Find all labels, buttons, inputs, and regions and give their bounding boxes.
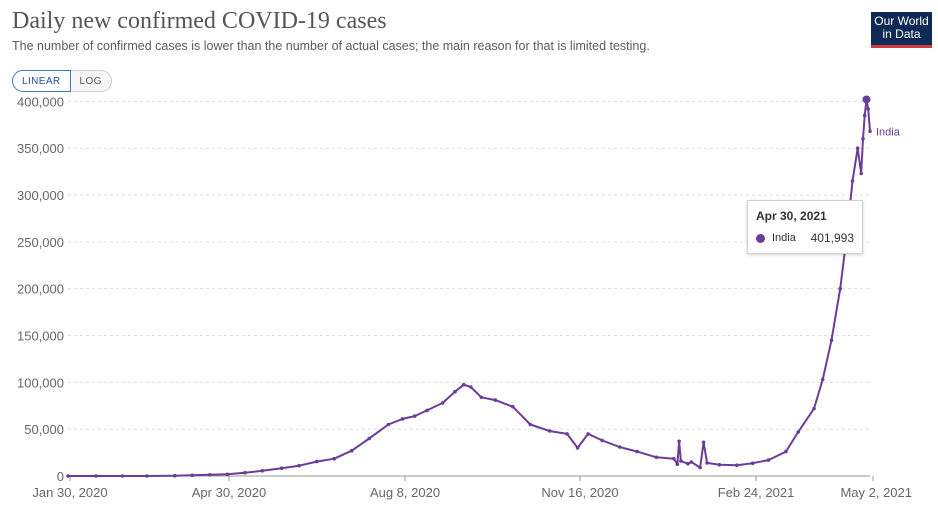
data-point [279, 466, 284, 471]
data-point [838, 286, 842, 291]
tooltip-value: 401,993 [810, 231, 854, 245]
scale-toggle: LINEAR LOG [12, 70, 112, 92]
data-point [412, 414, 417, 418]
data-point [479, 395, 484, 400]
series-end-label: India [876, 126, 901, 138]
data-point [332, 456, 337, 461]
x-axis: Jan 30, 2020 Apr 30, 2020 Aug 8, 2020 Nov 1… [32, 475, 912, 500]
data-point [461, 382, 466, 387]
data-point [173, 473, 177, 478]
data-point [686, 462, 690, 466]
log-scale-button[interactable]: LOG [70, 70, 112, 92]
data-point [586, 432, 590, 436]
data-point [511, 404, 515, 409]
data-point [698, 465, 702, 470]
y-tick-label: 250,000 [17, 235, 64, 250]
y-tick-label: 300,000 [17, 188, 64, 203]
data-point [862, 113, 867, 118]
x-tick-label: Apr 30, 2020 [192, 485, 266, 500]
y-tick-label: 0 [57, 469, 64, 484]
chart-subtitle: The number of confirmed cases is lower t… [12, 39, 650, 53]
data-point [617, 445, 622, 449]
logo-line-1: Our World [874, 14, 929, 28]
data-point [654, 455, 659, 460]
data-point [314, 459, 319, 464]
x-tick-label: Jan 30, 2020 [32, 485, 107, 500]
highlight-point[interactable] [862, 95, 871, 104]
end-label-india: India [876, 126, 901, 138]
data-point [260, 469, 265, 473]
x-tick-label: Aug 8, 2020 [370, 485, 440, 500]
data-point [766, 458, 771, 462]
owid-logo[interactable]: Our World in Data [871, 12, 932, 48]
data-point [735, 463, 739, 468]
y-axis-tick-labels: 0 50,000 100,000 150,000 200,000 250,000 300,0… [17, 94, 64, 484]
y-tick-label: 200,000 [17, 282, 64, 297]
y-tick-label: 400,000 [17, 94, 64, 109]
y-tick-label: 150,000 [17, 329, 64, 344]
y-tick-label: 100,000 [17, 375, 64, 390]
data-point [400, 417, 405, 421]
data-point [440, 401, 445, 405]
data-point [866, 107, 870, 111]
data-point [349, 448, 354, 453]
data-point [145, 474, 149, 478]
data-point [297, 463, 301, 468]
tooltip-date: Apr 30, 2021 [756, 209, 827, 223]
data-point [243, 470, 247, 475]
linear-scale-button[interactable]: LINEAR [12, 70, 71, 92]
data-point [812, 406, 816, 411]
data-point [453, 389, 457, 394]
data-point [677, 439, 681, 444]
y-tick-label: 50,000 [24, 422, 64, 437]
data-point [425, 408, 429, 413]
y-gridlines [68, 100, 870, 430]
data-point [675, 462, 680, 467]
x-tick-label: May 2, 2021 [840, 485, 912, 500]
data-point [635, 449, 639, 454]
data-point [565, 432, 569, 436]
chart-title: Daily new confirmed COVID-19 cases [12, 8, 387, 34]
tooltip: Apr 30, 2021 India 401,993 [747, 200, 863, 254]
data-point [705, 461, 709, 465]
x-tick-label: Feb 24, 2021 [718, 485, 795, 500]
data-point [717, 463, 722, 467]
data-point [367, 436, 372, 441]
data-point [861, 137, 865, 141]
series-line-india[interactable] [68, 98, 871, 477]
data-point [859, 171, 863, 176]
data-point [868, 129, 872, 134]
data-point [386, 422, 391, 427]
data-point [855, 146, 860, 150]
series-india[interactable] [66, 95, 872, 478]
logo-line-2: in Data [882, 27, 921, 41]
data-point [850, 179, 855, 183]
data-point [829, 338, 834, 343]
data-point [94, 474, 98, 478]
data-point [190, 473, 195, 478]
data-point [750, 461, 755, 466]
data-point [784, 449, 788, 454]
data-point [672, 456, 676, 461]
data-point [469, 385, 473, 389]
data-point [796, 430, 800, 434]
data-point [225, 472, 230, 477]
data-point [547, 429, 552, 433]
data-point [600, 438, 604, 443]
data-point [701, 440, 706, 445]
data-point [820, 377, 825, 382]
data-point [679, 459, 683, 463]
data-point [689, 460, 694, 464]
x-tick-label: Nov 16, 2020 [541, 485, 618, 500]
tooltip-series-dot [756, 234, 765, 243]
data-point [528, 422, 533, 427]
data-point [120, 474, 125, 478]
tooltip-series-name: India [772, 232, 796, 244]
data-point [493, 398, 498, 402]
data-point [575, 446, 580, 450]
y-tick-label: 350,000 [17, 141, 64, 156]
data-point [208, 473, 212, 477]
data-point [66, 474, 70, 478]
